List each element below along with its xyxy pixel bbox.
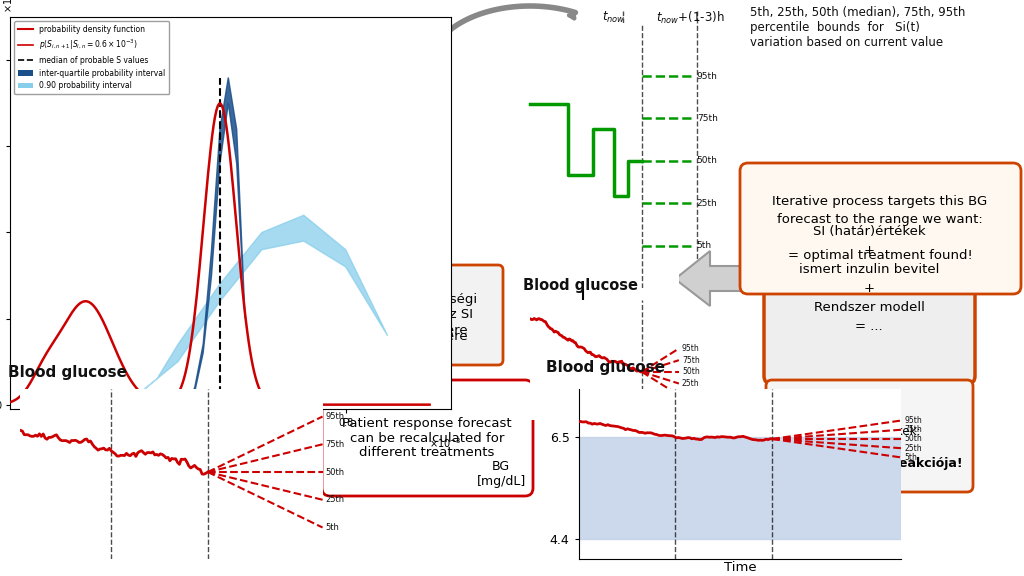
Legend: probability density function, $p(S_{i,n+1}|S_{i,n}=0.6\times10^{-3})$, median of: probability density function, $p(S_{i,n+…: [14, 21, 169, 94]
Text: 50th: 50th: [682, 367, 699, 376]
Text: 25th: 25th: [682, 379, 699, 388]
Text: 75th: 75th: [696, 114, 718, 123]
Text: 95th: 95th: [904, 416, 922, 425]
Text: 5th, 25th, 50th (median), 75th, 95th: 5th, 25th, 50th (median), 75th, 95th: [750, 6, 966, 19]
Text: 50th: 50th: [326, 468, 345, 476]
FancyBboxPatch shape: [764, 173, 975, 384]
Text: Iterative process targets this BG
forecast to the range we want:

= optimal trea: Iterative process targets this BG foreca…: [772, 195, 987, 263]
Text: 75th: 75th: [682, 356, 699, 365]
FancyBboxPatch shape: [322, 380, 534, 496]
Text: Valószínűségi
modell az SI
becslésére: Valószínűségi modell az SI becslésére: [388, 294, 478, 336]
X-axis label: Time: Time: [724, 562, 756, 574]
Bar: [579, 437, 901, 539]
Text: 5th: 5th: [696, 241, 712, 250]
FancyBboxPatch shape: [740, 163, 1021, 294]
Text: Blood glucose: Blood glucose: [523, 278, 638, 293]
Text: 75th: 75th: [904, 425, 922, 434]
Text: 5th: 5th: [682, 391, 694, 400]
FancyBboxPatch shape: [766, 380, 973, 492]
Text: A beteg várható reakciója!: A beteg várható reakciója!: [775, 457, 963, 471]
Text: 50th: 50th: [696, 156, 718, 165]
Text: $\times 10^{-3}$: $\times 10^{-3}$: [428, 437, 461, 450]
Text: 95th: 95th: [326, 412, 345, 421]
Text: 25th: 25th: [696, 199, 718, 208]
Polygon shape: [675, 251, 771, 306]
Text: variation based on current value: variation based on current value: [750, 36, 943, 49]
Polygon shape: [115, 215, 388, 405]
Text: 75th: 75th: [326, 440, 345, 449]
Polygon shape: [186, 78, 245, 405]
Text: Jósolt VC értékek:: Jósolt VC értékek:: [817, 425, 922, 438]
Text: 5th: 5th: [326, 523, 339, 532]
Text: 25th: 25th: [904, 444, 922, 453]
Text: percentile  bounds  for   Si(t): percentile bounds for Si(t): [750, 21, 920, 34]
Text: $t_{now}$: $t_{now}$: [602, 10, 626, 25]
Text: 95th: 95th: [682, 344, 699, 353]
FancyBboxPatch shape: [362, 265, 503, 365]
Text: SI (határ)értékek
+
ismert inzulin bevitel
+
Rendszer modell
= ...: SI (határ)értékek + ismert inzulin bevit…: [799, 225, 939, 333]
Polygon shape: [325, 398, 530, 474]
Text: 95th: 95th: [696, 71, 718, 81]
Text: 25th: 25th: [326, 495, 345, 504]
X-axis label: $S_i$ at hour n ($S_{i,n}$) (L/mU·min): $S_i$ at hour n ($S_{i,n}$) (L/mU·min): [156, 432, 305, 447]
Text: 5th: 5th: [904, 453, 918, 462]
Text: Blood glucose: Blood glucose: [547, 360, 666, 375]
Text: Blood glucose: Blood glucose: [8, 365, 127, 380]
Text: 50th: 50th: [904, 434, 922, 444]
Text: Patient response forecast
can be recalculated for
different treatments: Patient response forecast can be recalcu…: [342, 416, 512, 460]
Text: $t_{now}$+(1-3)h: $t_{now}$+(1-3)h: [655, 10, 724, 26]
Y-axis label: BG
[mg/dL]: BG [mg/dL]: [476, 460, 525, 488]
Text: becslésére: becslésére: [397, 331, 469, 343]
Text: $\times 10^{-3}$: $\times 10^{-3}$: [1, 0, 15, 13]
